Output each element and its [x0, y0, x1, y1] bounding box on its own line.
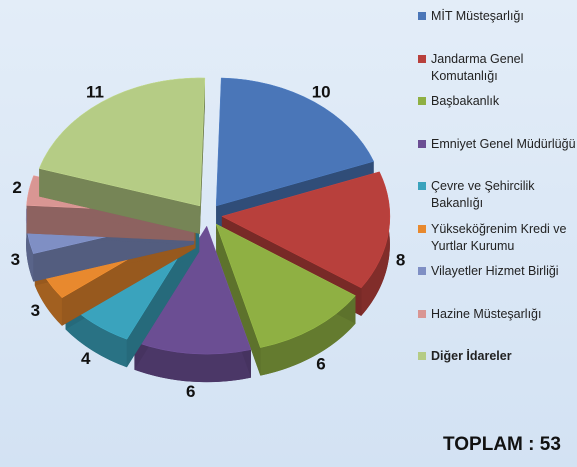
legend-item: Başbakanlık: [418, 93, 576, 110]
legend-item: Hazine Müsteşarlığı: [418, 306, 576, 323]
legend-swatch: [418, 267, 426, 275]
value-label: 11: [86, 83, 104, 102]
total-label: TOPLAM : 53: [443, 434, 561, 455]
slice-side: [134, 341, 251, 383]
legend-label: Başbakanlık: [431, 94, 500, 108]
value-label: 10: [312, 83, 331, 102]
pie: [25, 77, 391, 383]
legend-label: Hazine Müsteşarlığı: [431, 306, 542, 321]
legend-item: Yükseköğrenim Kredi ve Yurtlar Kurumu: [418, 221, 576, 255]
legend-label: MİT Müsteşarlığı: [431, 9, 524, 23]
legend-label: Yükseköğrenim Kredi ve Yurtlar Kurumu: [431, 221, 567, 253]
legend-swatch: [418, 352, 426, 360]
slice-edge: [39, 168, 200, 234]
slice-side: [361, 171, 390, 316]
legend-item: Diğer İdareler: [418, 348, 576, 365]
legend-swatch: [418, 54, 426, 63]
slice-top: [215, 223, 356, 348]
legend-item: Emniyet Genel Müdürlüğü: [418, 136, 576, 153]
value-label: 4: [81, 349, 91, 368]
value-label: 2: [12, 178, 21, 197]
legend-swatch: [418, 224, 426, 233]
legend-item: Çevre ve Şehircilik Bakanlığı: [418, 178, 576, 212]
legend-label: Çevre ve Şehircilik Bakanlığı: [431, 179, 535, 210]
legend-swatch: [418, 12, 426, 20]
slice: [38, 77, 206, 234]
value-label: 3: [31, 301, 40, 320]
legend-swatch: [418, 97, 426, 105]
legend-swatch: [418, 309, 426, 318]
slice-edge: [216, 224, 261, 376]
legend-swatch: [418, 139, 426, 148]
slice-top: [215, 77, 375, 207]
slice-top: [38, 77, 206, 207]
legend-label: Diğer İdareler: [431, 349, 512, 363]
value-label: 6: [316, 354, 325, 373]
value-label: 3: [11, 250, 20, 269]
slice-side: [26, 208, 34, 282]
value-label: 8: [396, 250, 405, 269]
value-label: 6: [186, 382, 195, 401]
slice: [215, 223, 356, 376]
slice-side: [260, 295, 356, 376]
slice-edge: [199, 77, 205, 234]
legend-label: Emniyet Genel Müdürlüğü: [431, 136, 576, 151]
legend-item: Jandarma Genel Komutanlığı: [418, 51, 576, 85]
legend-item: MİT Müsteşarlığı: [418, 8, 576, 25]
legend-item: Vilayetler Hizmet Birliği: [418, 263, 576, 280]
slice-top: [221, 171, 391, 289]
legend-label: Vilayetler Hizmet Birliği: [431, 264, 559, 278]
legend-swatch: [418, 182, 426, 190]
legend-label: Jandarma Genel Komutanlığı: [431, 51, 524, 83]
